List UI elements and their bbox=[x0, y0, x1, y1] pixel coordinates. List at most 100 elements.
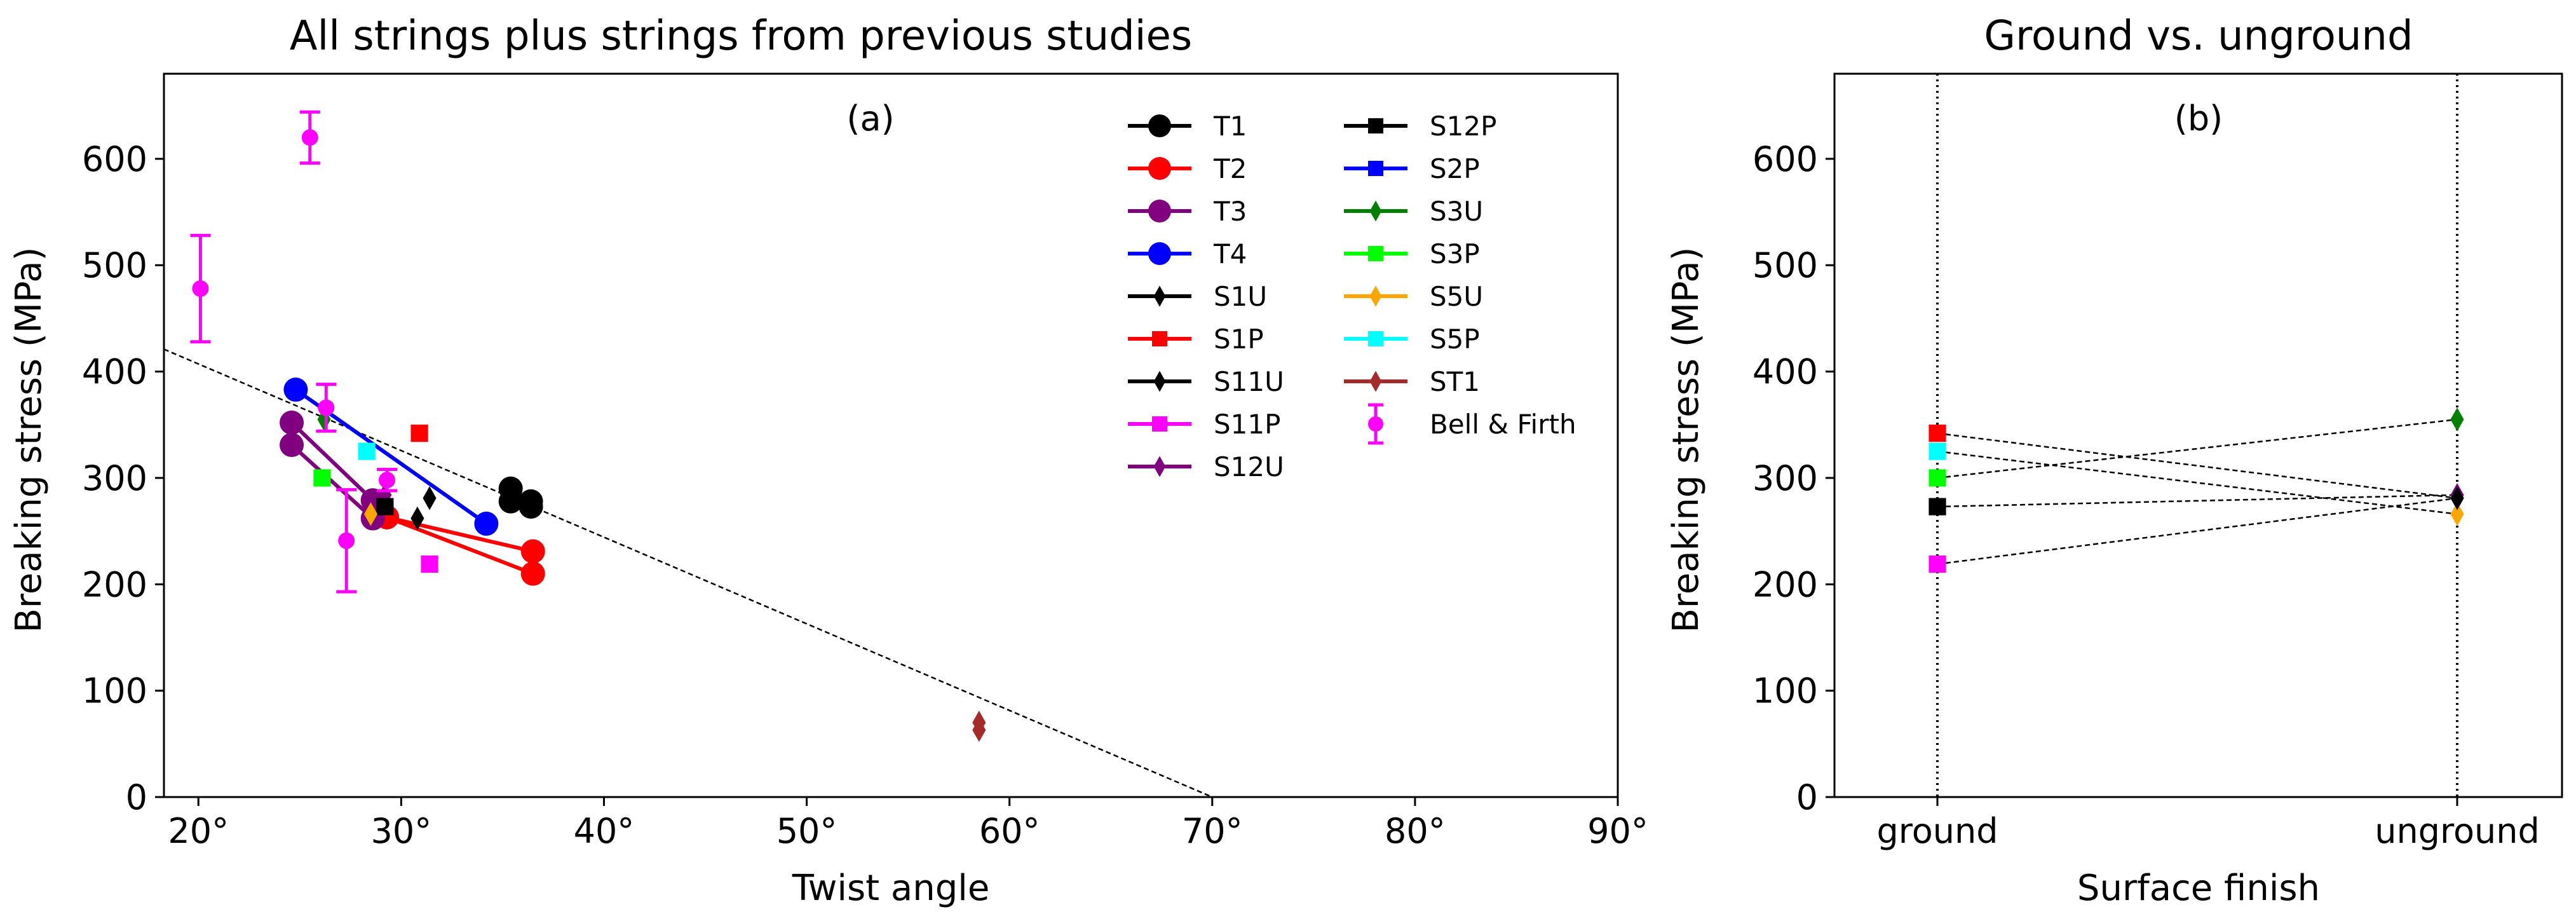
legend-label-t2: T2 bbox=[1213, 153, 1247, 184]
legend-item-s11p: S11P bbox=[1128, 409, 1280, 440]
x-tick-label-a: 60° bbox=[979, 811, 1040, 851]
pair-line-s1 bbox=[1937, 432, 2458, 499]
data-point-t4 bbox=[283, 378, 308, 402]
y-tick-label-b: 100 bbox=[1752, 671, 1818, 711]
legend-item-t4: T4 bbox=[1128, 238, 1247, 269]
data-point-t4 bbox=[474, 511, 499, 536]
legend-label-t3: T3 bbox=[1213, 196, 1247, 227]
data-point-unground-s3 bbox=[2450, 407, 2464, 432]
legend-label-t4: T4 bbox=[1213, 238, 1247, 269]
legend-marker-t4 bbox=[1148, 242, 1171, 265]
legend-item-s11u: S11U bbox=[1128, 366, 1284, 397]
data-point-ground-s12 bbox=[1929, 498, 1946, 515]
data-point-s12p bbox=[376, 498, 394, 515]
x-tick-label-a: 20° bbox=[168, 811, 229, 851]
legend-item-t2: T2 bbox=[1128, 153, 1247, 184]
y-axis-label-a: Breaking stress (MPa) bbox=[8, 247, 50, 633]
legend-item-s12p: S12P bbox=[1344, 111, 1496, 142]
data-point-s5u bbox=[363, 502, 378, 526]
legend-item-bell-firth: Bell & Firth bbox=[1368, 403, 1576, 445]
legend-label-bell-firth: Bell & Firth bbox=[1430, 409, 1576, 440]
legend-marker-s11u bbox=[1153, 371, 1166, 392]
data-point-st1 bbox=[972, 718, 986, 742]
x-tick-label-a: 30° bbox=[370, 811, 431, 851]
legend-label-s5p: S5P bbox=[1430, 324, 1480, 355]
x-axis-label-b: Surface finish bbox=[2077, 868, 2320, 909]
legend-label-s11u: S11U bbox=[1214, 366, 1284, 397]
y-tick-label-b: 300 bbox=[1752, 458, 1818, 498]
data-point-s11p bbox=[421, 555, 438, 573]
data-point-s5p bbox=[358, 442, 376, 460]
legend-marker-t2 bbox=[1148, 157, 1171, 180]
y-tick-label-a: 300 bbox=[82, 458, 147, 498]
legend-marker-s11p bbox=[1152, 416, 1167, 432]
legend-label-s3p: S3P bbox=[1430, 238, 1480, 269]
y-tick-label-b: 400 bbox=[1752, 352, 1818, 392]
legend-item-s3u: S3U bbox=[1344, 196, 1483, 227]
legend-label-s2p: S2P bbox=[1430, 153, 1480, 184]
panel-a: All strings plus strings from previous s… bbox=[8, 13, 1648, 909]
data-point-ground-s5 bbox=[1929, 442, 1946, 460]
data-point-s3p bbox=[313, 469, 331, 487]
pair-line-s3 bbox=[1937, 418, 2458, 479]
axes-frame-b bbox=[1833, 72, 2563, 798]
data-point-ground-s11 bbox=[1929, 555, 1946, 573]
legend-item-t1: T1 bbox=[1128, 111, 1247, 142]
x-tick-label-a: 90° bbox=[1587, 811, 1648, 851]
data-point-t2 bbox=[520, 561, 545, 586]
legend-label-s5u: S5U bbox=[1430, 281, 1483, 312]
y-tick-label-b: 600 bbox=[1752, 139, 1818, 179]
data-point-unground-s11 bbox=[2450, 486, 2464, 510]
legend-marker-bell-firth bbox=[1368, 416, 1383, 432]
legend-item-s12u: S12U bbox=[1128, 451, 1284, 482]
x-tick-label-a: 70° bbox=[1182, 811, 1243, 851]
legend-marker-s12p bbox=[1368, 118, 1383, 133]
legend-item-s5p: S5P bbox=[1344, 324, 1480, 355]
x-tick-label-a: 40° bbox=[574, 811, 635, 851]
plot-area-b bbox=[1929, 74, 2464, 797]
x-tick-label-ground: ground bbox=[1876, 811, 1998, 851]
legend-label-t1: T1 bbox=[1213, 111, 1247, 142]
y-tick-label-a: 500 bbox=[82, 245, 147, 285]
legend-item-st1: ST1 bbox=[1344, 366, 1480, 397]
legend-marker-s5u bbox=[1369, 285, 1382, 307]
data-point-unground-s5 bbox=[2450, 502, 2464, 526]
legend-label-s12u: S12U bbox=[1214, 451, 1284, 482]
axes-frame-a bbox=[163, 72, 1619, 798]
legend-marker-s2p bbox=[1368, 161, 1383, 176]
data-point-t1 bbox=[519, 495, 543, 519]
legend-marker-s5p bbox=[1368, 331, 1383, 346]
legend-label-s3u: S3U bbox=[1430, 196, 1483, 227]
legend: T1 T2 T3 T4 S1U S1P S11U S11P S12U S12P S2P S3U S3P S… bbox=[1128, 111, 1576, 482]
legend-marker-st1 bbox=[1369, 371, 1382, 392]
chart-title-b: Ground vs. unground bbox=[1984, 13, 2413, 60]
y-tick-label-a: 0 bbox=[126, 777, 147, 817]
panel-label-b: (b) bbox=[2174, 99, 2223, 139]
legend-marker-s1p bbox=[1152, 331, 1167, 346]
pair-line-s5 bbox=[1937, 450, 2458, 515]
panel-b: Ground vs. unground (b) Surface finish B… bbox=[1665, 13, 2563, 909]
pair-line-s12 bbox=[1937, 494, 2458, 508]
data-point-t1 bbox=[498, 489, 523, 514]
y-tick-label-a: 100 bbox=[82, 671, 147, 711]
y-tick-label-a: 600 bbox=[82, 139, 147, 179]
data-point-bell-firth bbox=[318, 399, 335, 416]
data-point-t2 bbox=[520, 539, 545, 564]
legend-item-t3: T3 bbox=[1128, 196, 1247, 227]
data-point-ground-s1 bbox=[1929, 425, 1946, 442]
data-point-s1p bbox=[410, 425, 428, 442]
data-point-t3 bbox=[280, 433, 304, 458]
legend-marker-s3u bbox=[1369, 200, 1382, 222]
legend-item-s2p: S2P bbox=[1344, 153, 1480, 184]
legend-marker-s1u bbox=[1153, 285, 1166, 307]
legend-marker-t3 bbox=[1148, 200, 1171, 222]
pair-line-s11 bbox=[1937, 497, 2458, 565]
legend-item-s1p: S1P bbox=[1128, 324, 1264, 355]
x-tick-label-unground: unground bbox=[2375, 811, 2540, 851]
data-point-bell-firth bbox=[338, 532, 355, 549]
data-point-bell-firth bbox=[192, 280, 209, 297]
legend-label-st1: ST1 bbox=[1430, 366, 1480, 397]
data-point-ground-s3 bbox=[1929, 469, 1946, 487]
legend-marker-s3p bbox=[1368, 246, 1383, 261]
